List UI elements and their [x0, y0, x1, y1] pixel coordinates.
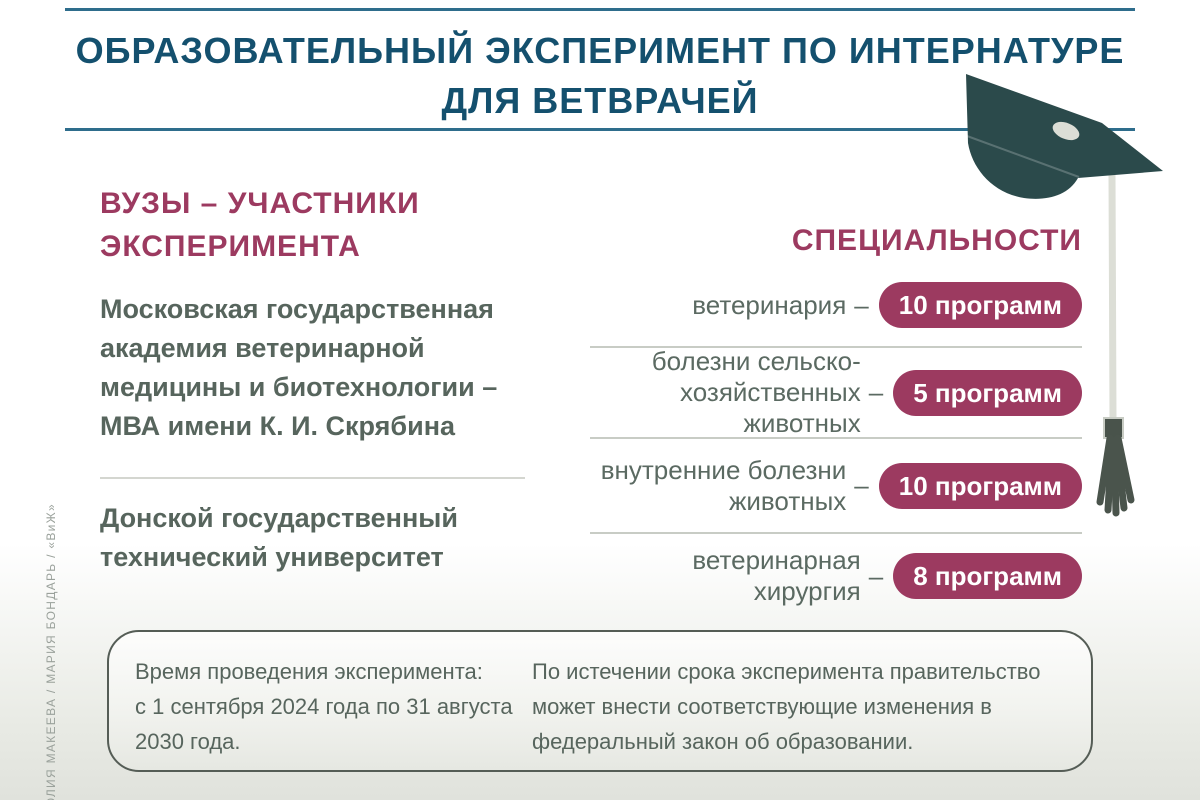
experiment-outcome-text: По истечении срока эксперимента правител… [532, 659, 1041, 754]
specialties-heading: СПЕЦИАЛЬНОСТИ [791, 224, 1082, 257]
program-count-badge: 5 программ [893, 369, 1082, 416]
specialty-row-farm-animal-diseases: болезни сельско- хозяйственных животных … [590, 346, 1082, 438]
program-count-badge: 10 программ [878, 282, 1082, 328]
university-item-1: Московская государственная академия вете… [100, 294, 498, 441]
specialty-row-veterinary: ветеринария – 10 программ [590, 264, 1082, 346]
specialty-label: болезни сельско- хозяйственных животных [651, 346, 861, 438]
program-count-badge: 10 программ [878, 462, 1082, 509]
dash-separator: – [868, 377, 884, 407]
specialty-row-veterinary-surgery: ветеринарная хирургия – 8 программ [590, 534, 1082, 618]
header-bottom-rule [65, 128, 1135, 131]
specialties-divider [590, 532, 1082, 534]
page-title: ОБРАЗОВАТЕЛЬНЫЙ ЭКСПЕРИМЕНТ ПО ИНТЕРНАТУ… [75, 30, 1125, 121]
program-count-badge: 8 программ [893, 553, 1082, 599]
specialties-divider [590, 437, 1082, 439]
experiment-period-text: Время проведения эксперимента: с 1 сентя… [135, 659, 513, 754]
author-credit: ЮЛИЯ МАКЕЕВА / МАРИЯ БОНДАРЬ / «ВиЖ» [44, 502, 58, 800]
dash-separator: – [868, 560, 884, 591]
universities-heading: ВУЗЫ – УЧАСТНИКИ ЭКСПЕРИМЕНТА [100, 187, 420, 263]
specialties-section: СПЕЦИАЛЬНОСТИ ветеринария – 10 программ … [590, 224, 1082, 618]
specialty-label: ветеринарная хирургия [692, 545, 861, 606]
universities-divider [100, 477, 525, 479]
dash-separator: – [854, 289, 869, 320]
experiment-period-box: Время проведения эксперимента: с 1 сентя… [107, 630, 1093, 772]
specialty-row-internal-animal-diseases: внутренние болезни животных – 10 програм… [590, 439, 1082, 532]
header-top-rule [65, 8, 1135, 11]
specialties-divider [590, 346, 1082, 348]
specialty-label: внутренние болезни животных [600, 454, 847, 516]
university-item-2: Донской государственный технический унив… [100, 503, 458, 572]
dash-separator: – [854, 470, 869, 500]
specialty-label: ветеринария [692, 289, 847, 320]
